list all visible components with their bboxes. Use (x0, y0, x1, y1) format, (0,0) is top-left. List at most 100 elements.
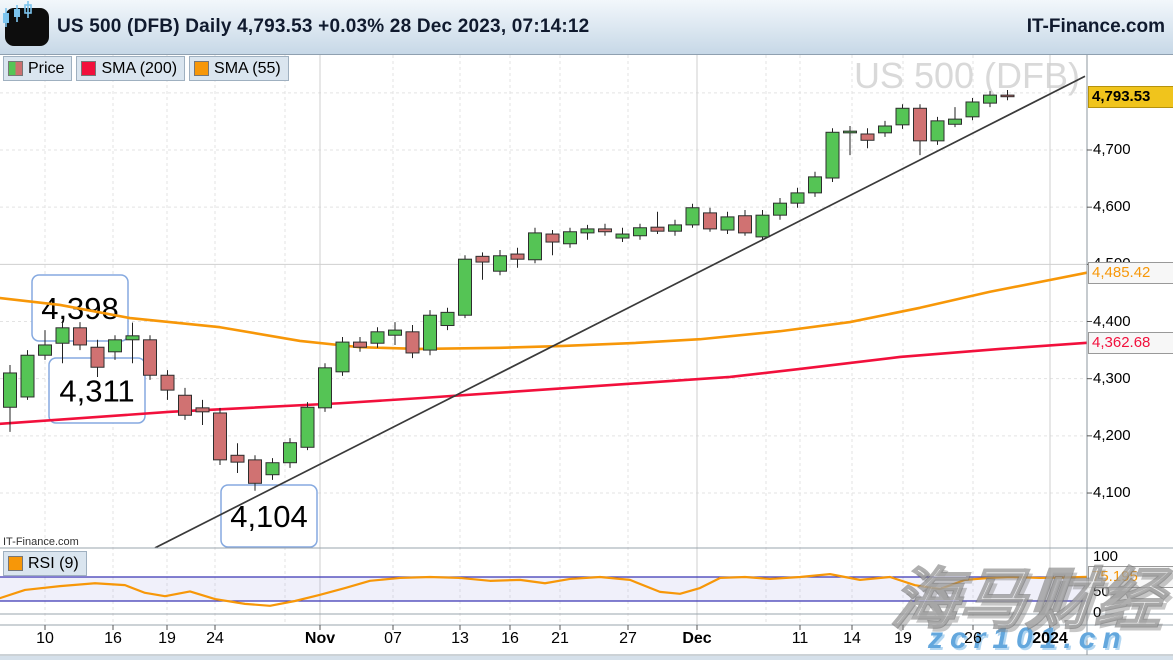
candle (790, 187, 805, 208)
legend-sma55-label: SMA (55) (214, 59, 281, 77)
candle-body (720, 216, 735, 231)
candle (528, 227, 542, 264)
last-price-tag: 4,793.53 (1088, 85, 1173, 108)
header: US 500 (DFB) Daily 4,793.53 +0.03% 28 De… (0, 0, 1173, 55)
candle-body (510, 253, 525, 260)
y-axis-label: 4,300 (1093, 369, 1131, 387)
candle (248, 455, 262, 491)
annotation-box[interactable]: 4,311 (48, 357, 146, 424)
legend-rsi[interactable]: RSI (9) (3, 551, 87, 576)
x-axis-label: 14 (843, 630, 861, 647)
legend-sma55[interactable]: SMA (55) (189, 56, 289, 81)
candle-body (475, 255, 490, 263)
x-axis-label: 24 (206, 630, 224, 647)
candle-body (423, 314, 437, 351)
legend-sma200[interactable]: SMA (200) (76, 56, 186, 81)
candle (615, 227, 630, 243)
sma55-swatch-icon (194, 61, 210, 76)
candle-body (965, 101, 980, 118)
candle (475, 252, 490, 280)
candle-body (895, 107, 910, 126)
candle (55, 322, 70, 364)
candle (3, 364, 17, 432)
rsi-zone-band (0, 577, 1087, 601)
candle (808, 171, 822, 197)
candle-body (878, 125, 892, 134)
sma200-swatch-icon (81, 61, 97, 76)
candle (983, 91, 997, 108)
legend-price[interactable]: Price (3, 56, 73, 81)
candle-body (160, 374, 175, 391)
rsi-value-tag: 75.195 (1088, 565, 1173, 588)
candle-body (650, 226, 665, 232)
rsi-axis-label: 100 (1093, 548, 1119, 565)
rsi-legend-row: RSI (9) (3, 551, 87, 576)
candle-body (633, 227, 647, 237)
annotation-rect[interactable] (220, 484, 318, 548)
candle-body (213, 412, 227, 461)
candle (685, 203, 700, 228)
candle (143, 335, 157, 380)
candle-body (580, 228, 595, 234)
app-icon[interactable] (3, 1, 49, 46)
candle (178, 387, 192, 420)
candle-body (195, 407, 210, 413)
candle (843, 125, 857, 156)
symbol-watermark: US 500 (DFB) (853, 55, 1080, 96)
candle-body (3, 372, 17, 408)
candle-body (668, 224, 682, 232)
candle (125, 322, 140, 364)
candle (265, 458, 280, 480)
candle (878, 120, 892, 137)
candle (388, 322, 402, 345)
candle-body (370, 331, 385, 344)
x-axis-label: 16 (104, 630, 122, 647)
candle (860, 128, 875, 149)
candle-body (265, 462, 280, 476)
candle (38, 330, 52, 360)
x-axis-label: 2024 (1032, 630, 1068, 647)
candle (370, 327, 385, 348)
candle (773, 198, 787, 220)
candle-body (843, 130, 857, 134)
candle (213, 407, 227, 466)
candle-body (948, 118, 962, 125)
candle (73, 322, 87, 351)
x-axis-label: 10 (36, 630, 54, 647)
trendline[interactable] (154, 75, 1086, 548)
candle (458, 255, 472, 319)
annotation-box[interactable]: 4,104 (220, 484, 318, 548)
candle-body (825, 131, 840, 179)
candle (948, 107, 962, 128)
candle (353, 336, 367, 352)
candle-body (773, 202, 787, 216)
candle (1000, 89, 1015, 101)
annotation-text: 4,311 (59, 374, 134, 409)
candle-body (440, 311, 455, 327)
candle (720, 211, 735, 235)
candle (738, 210, 752, 236)
candle (230, 443, 245, 474)
candle (633, 223, 647, 240)
candle (283, 438, 297, 468)
candle-body (38, 344, 52, 356)
rsi-pane (0, 573, 1087, 607)
candle (650, 211, 665, 235)
candle (563, 227, 577, 248)
candle (598, 223, 612, 236)
candle (423, 310, 437, 356)
y-axis-label: 4,200 (1093, 426, 1131, 444)
x-axis-label: 13 (451, 630, 469, 647)
candle-body (615, 233, 630, 239)
y-axis-label: 4,700 (1093, 141, 1131, 158)
candle (895, 104, 910, 129)
x-axis-label: 11 (791, 630, 809, 647)
candle (545, 230, 560, 256)
chart-title: US 500 (DFB) Daily 4,793.53 +0.03% 28 De… (57, 16, 590, 37)
candle-body (73, 327, 87, 346)
x-axis-label: 19 (158, 630, 176, 647)
candle-body (913, 107, 927, 142)
candle (493, 250, 507, 276)
candle-body (545, 233, 560, 243)
